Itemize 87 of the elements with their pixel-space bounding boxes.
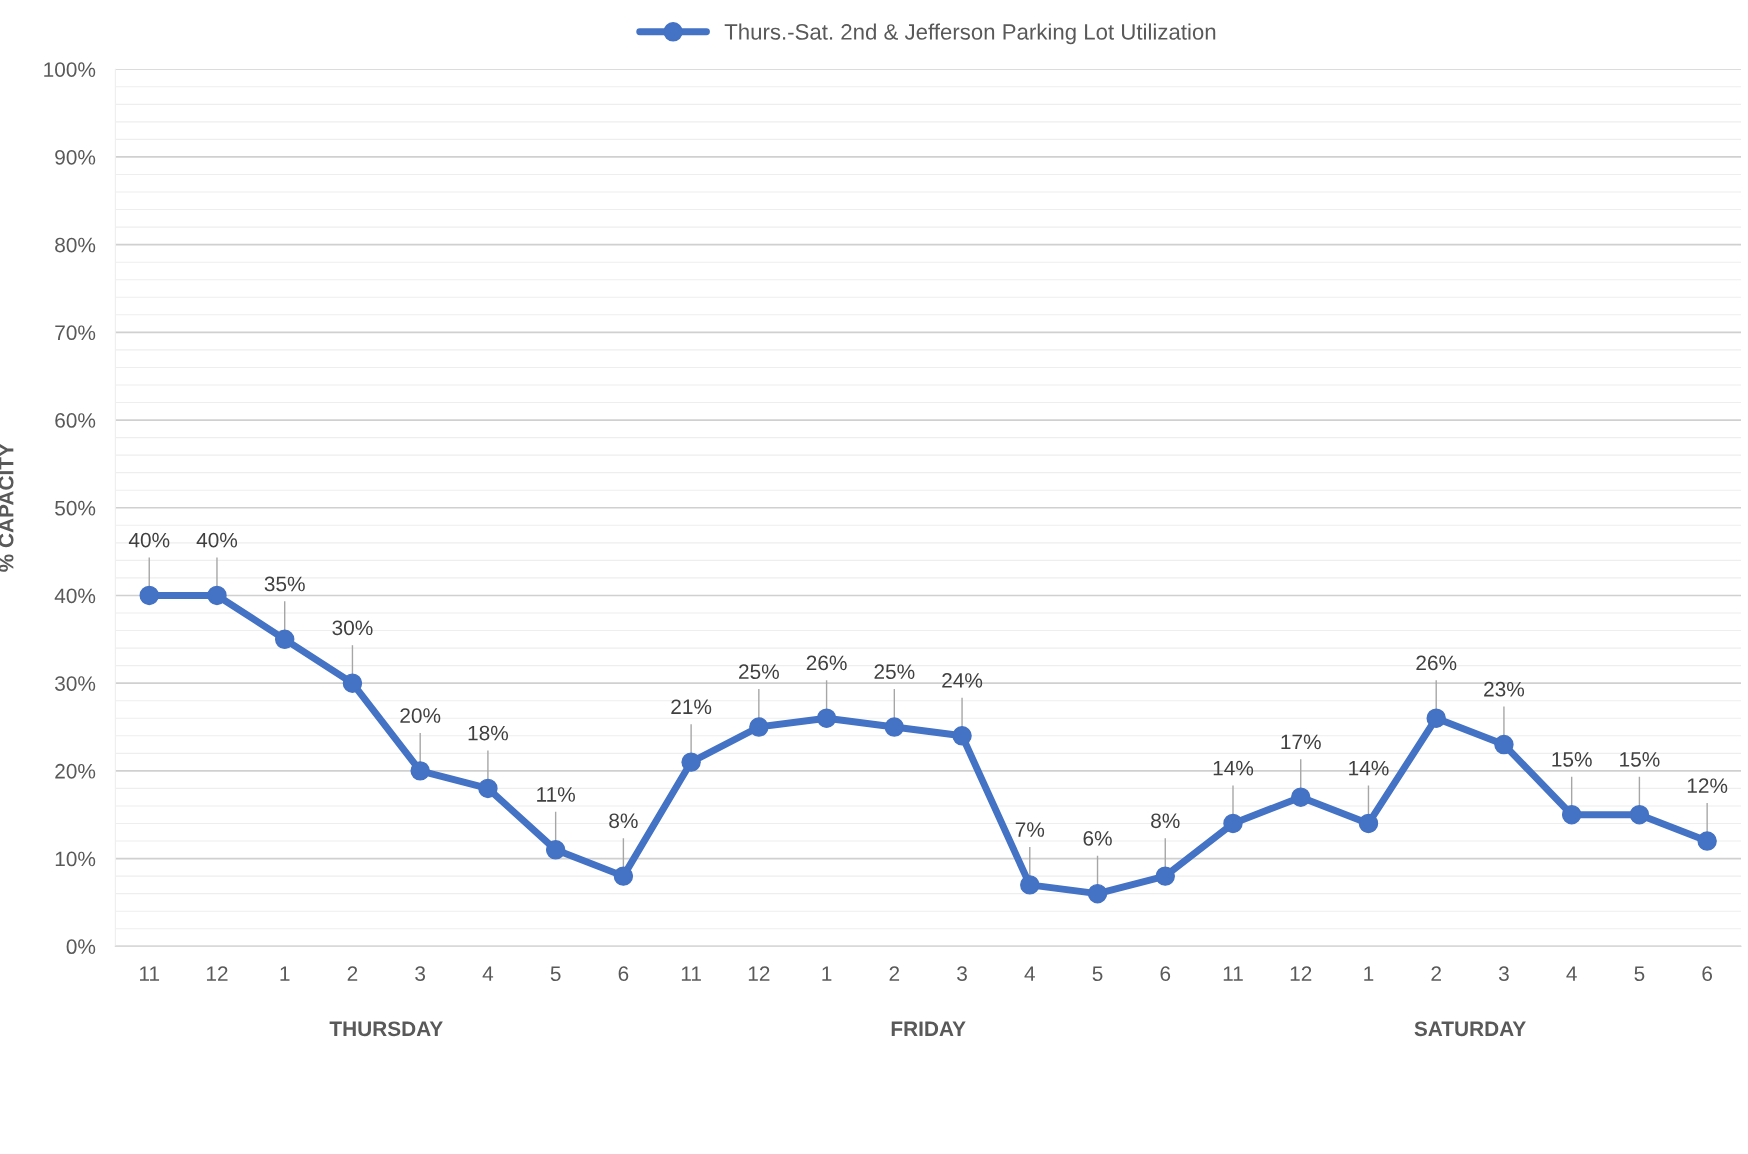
y-tick-label: 0% [66,939,96,955]
x-tick-label: 1 [1364,966,1374,981]
data-label: 15% [1552,752,1592,767]
point [1629,805,1650,825]
data-label: 15% [1620,752,1660,767]
data-label: 25% [874,664,915,680]
data-label: 18% [468,725,509,741]
point [816,708,837,728]
x-tick-label: 12 [206,966,228,981]
data-label: 7% [1015,822,1045,837]
point [1358,813,1379,834]
point [207,585,227,606]
point [274,629,295,650]
y-tick-label: 40% [54,588,96,604]
x-tick-label: 6 [1702,966,1713,982]
x-tick-label: 6 [1160,966,1171,982]
data-label: 11% [537,787,575,802]
data-label: 8% [1151,813,1180,829]
data-label: 14% [1349,760,1389,776]
point [410,761,430,781]
point [545,840,566,860]
point [952,726,972,746]
point [1697,831,1717,851]
data-label: 26% [1416,655,1457,671]
y-tick-label: 10% [55,851,96,867]
text: SATURDAY [1414,1021,1526,1037]
data-label: 8% [609,813,638,829]
point [342,673,363,693]
data-label: 26% [806,655,847,671]
point [1494,734,1514,755]
data-label: 35% [264,576,305,592]
x-tick-label: 4 [482,966,494,981]
x-tick-label: 11 [681,966,701,981]
text: FRIDAY [891,1021,966,1036]
point [1020,875,1040,895]
point [681,752,701,772]
point [1426,708,1446,728]
x-tick-label: 6 [618,966,629,982]
data-label: 24% [942,673,983,688]
x-tick-label: 11 [1223,966,1243,981]
y-tick-label: 90% [55,149,96,165]
y-tick-label: 30% [55,676,96,691]
data-label: 25% [739,664,779,680]
point [1291,787,1311,807]
point [1561,805,1582,825]
point [1155,866,1175,886]
data-label: 17% [1281,734,1321,750]
point [1087,883,1108,904]
y-tick-label: 70% [55,325,96,341]
y-tick-label: 20% [55,763,96,779]
data-label: 30% [332,620,373,636]
y-tick-label: 60% [55,413,96,428]
x-tick-label: 12 [1290,966,1312,981]
data-label: 23% [1484,681,1525,697]
x-tick-label: 1 [280,966,290,981]
x-tick-label: 5 [550,966,561,982]
x-tick-label: 1 [822,966,832,981]
x-tick-label: 5 [1092,966,1103,982]
text: THURSDAY [329,1021,443,1037]
x-tick-label: 4 [1024,966,1035,981]
x-tick-label: 3 [1498,966,1509,982]
y-tick-label: 100% [44,62,96,77]
y-tick-label: 80% [55,237,96,253]
point [884,717,905,737]
x-tick-label: 12 [748,966,770,981]
x-tick-label: 2 [347,966,358,981]
x-tick-label: 3 [957,966,967,982]
x-tick-label: 5 [1634,966,1645,982]
x-tick-label: 2 [889,966,900,981]
point [613,866,634,886]
data-label: 21% [671,699,712,715]
x-tick-label: 2 [1431,966,1441,981]
y-tick-label: 50% [55,500,96,516]
x-tick-label: 4 [1566,966,1577,981]
data-label: 6% [1083,830,1112,846]
data-label: 20% [400,708,441,723]
point [749,717,769,737]
x-tick-label: 11 [140,966,160,981]
data-label: 40% [196,532,238,548]
point [1223,813,1243,834]
data-label: 14% [1213,760,1254,776]
data-label: 12% [1687,778,1728,793]
data-label: 40% [128,532,170,548]
x-tick-label: 3 [415,966,426,982]
legend-label: Thurs.-Sat. 2nd & Jefferson Parking Lot Utilization [724,23,1216,45]
point [139,585,159,606]
point [478,778,498,799]
